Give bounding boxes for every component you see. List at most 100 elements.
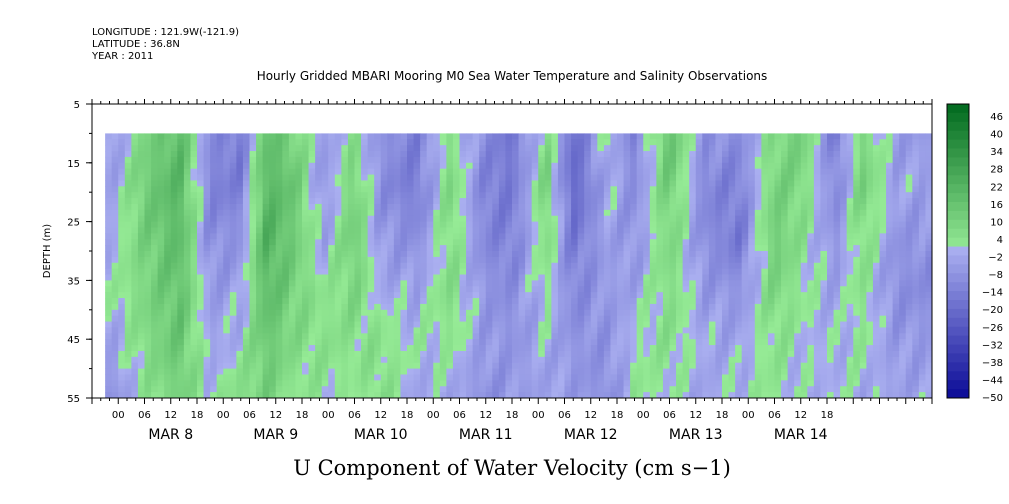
heatmap-cell — [498, 268, 506, 275]
heatmap-cell — [728, 345, 736, 352]
heatmap-cell — [610, 356, 618, 364]
heatmap-cell — [203, 362, 211, 369]
heatmap-cell — [151, 174, 159, 181]
heatmap-cell — [479, 327, 487, 334]
heatmap-cell — [439, 262, 447, 270]
heatmap-cell — [124, 198, 132, 205]
heatmap-cell — [794, 209, 802, 217]
heatmap-cell — [393, 333, 401, 340]
heatmap-cell — [262, 221, 270, 228]
heatmap-cell — [630, 251, 638, 258]
heatmap-cell — [505, 151, 513, 158]
heatmap-cell — [617, 274, 624, 281]
heatmap-cell — [715, 321, 723, 328]
heatmap-cell — [748, 139, 756, 146]
heatmap-cell — [538, 380, 546, 387]
heatmap-cell — [577, 233, 585, 240]
heatmap-cell — [682, 315, 690, 322]
heatmap-cell — [741, 350, 749, 358]
heatmap-cell — [288, 262, 296, 270]
heatmap-cell — [374, 215, 382, 222]
heatmap-cell — [242, 356, 250, 364]
heatmap-cell — [748, 227, 756, 234]
heatmap-cell — [374, 315, 382, 322]
heatmap-cell — [387, 298, 395, 305]
heatmap-cell — [708, 256, 716, 264]
heatmap-cell — [643, 174, 651, 181]
heatmap-cell — [223, 133, 231, 140]
heatmap-cell — [597, 227, 605, 234]
heatmap-cell — [669, 186, 677, 193]
heatmap-cell — [479, 368, 487, 375]
heatmap-cell — [315, 186, 323, 193]
heatmap-cell — [341, 162, 349, 170]
heatmap-cell — [682, 215, 690, 222]
heatmap-cell — [420, 256, 428, 264]
heatmap-cell — [597, 368, 605, 375]
heatmap-cell — [295, 133, 303, 140]
heatmap-cell — [151, 256, 159, 264]
heatmap-cell — [111, 350, 119, 358]
heatmap-cell — [387, 339, 395, 346]
heatmap-cell — [557, 356, 565, 364]
heatmap-cell — [702, 350, 710, 358]
heatmap-cell — [807, 315, 815, 322]
heatmap-cell — [564, 374, 572, 381]
heatmap-cell — [472, 198, 480, 205]
heatmap-cell — [807, 392, 815, 399]
heatmap-cell — [525, 162, 533, 170]
heatmap-cell — [242, 309, 250, 317]
heatmap-cell — [302, 362, 309, 369]
heatmap-cell — [446, 251, 454, 258]
heatmap-cell — [761, 392, 769, 399]
heatmap-cell — [275, 345, 283, 352]
heatmap-cell — [144, 274, 152, 281]
heatmap-cell — [557, 256, 565, 264]
heatmap-cell — [177, 386, 185, 393]
heatmap-cell — [118, 362, 126, 369]
heatmap-cell — [597, 333, 605, 340]
heatmap-cell — [282, 274, 290, 281]
heatmap-cell — [525, 209, 533, 217]
heatmap-cell — [735, 203, 743, 211]
heatmap-cell — [669, 362, 677, 369]
heatmap-cell — [282, 174, 290, 181]
heatmap-cell — [557, 145, 565, 152]
heatmap-cell — [649, 315, 657, 322]
heatmap-cell — [479, 392, 487, 399]
heatmap-cell — [531, 368, 539, 375]
heatmap-cell — [505, 321, 513, 328]
heatmap-cell — [111, 209, 119, 217]
heatmap-cell — [774, 133, 782, 140]
heatmap-cell — [452, 251, 460, 258]
heatmap-cell — [190, 227, 198, 234]
heatmap-cell — [413, 203, 421, 211]
heatmap-cell — [197, 209, 204, 217]
heatmap-cell — [649, 368, 657, 375]
heatmap-cell — [236, 386, 244, 393]
heatmap-cell — [308, 251, 316, 258]
heatmap-cell — [157, 133, 165, 140]
heatmap-cell — [531, 256, 539, 264]
heatmap-cell — [433, 315, 441, 322]
heatmap-cell — [157, 280, 165, 287]
heatmap-cell — [551, 251, 559, 258]
heatmap-cell — [242, 215, 250, 222]
heatmap-cell — [302, 274, 309, 281]
heatmap-cell — [439, 368, 447, 375]
heatmap-cell — [223, 233, 231, 240]
heatmap-cell — [767, 321, 775, 328]
heatmap-cell — [367, 327, 375, 334]
heatmap-cell — [577, 156, 585, 164]
heatmap-cell — [781, 362, 789, 369]
heatmap-cell — [361, 345, 369, 352]
heatmap-cell — [748, 303, 756, 311]
heatmap-cell — [439, 139, 447, 146]
heatmap-cell — [387, 262, 395, 270]
heatmap-cell — [807, 198, 815, 205]
heatmap-cell — [538, 168, 546, 175]
heatmap-cell — [420, 280, 428, 287]
heatmap-cell — [295, 374, 303, 381]
heatmap-cell — [302, 215, 309, 222]
heatmap-cell — [256, 227, 264, 234]
